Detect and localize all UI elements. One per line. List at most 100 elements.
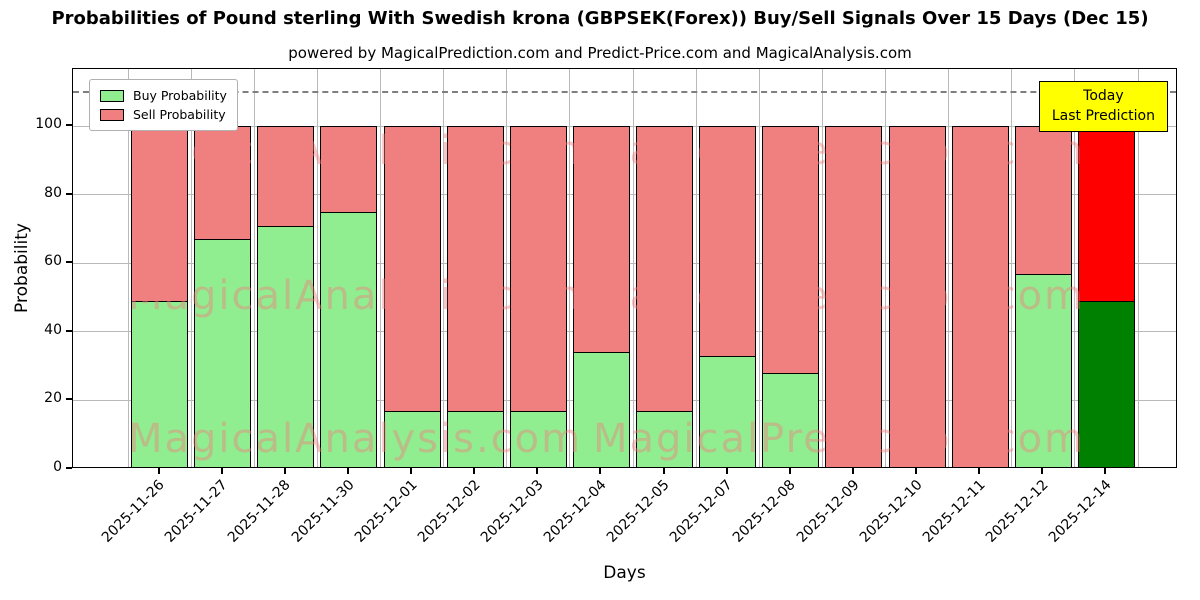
sell-bar-segment bbox=[762, 126, 820, 375]
buy-bar-segment bbox=[1014, 273, 1072, 467]
legend-label-buy: Buy Probability bbox=[133, 88, 227, 103]
v-gridline bbox=[316, 69, 318, 467]
x-tick-mark bbox=[915, 468, 918, 474]
sell-bar-segment bbox=[951, 126, 1009, 467]
x-tick-mark bbox=[599, 468, 602, 474]
buy-bar-segment bbox=[699, 355, 757, 467]
x-tick-label: 2025-12-09 bbox=[793, 477, 863, 546]
legend-swatch-sell-icon bbox=[100, 108, 124, 121]
x-tick-mark bbox=[978, 468, 981, 474]
buy-bar-segment bbox=[572, 352, 630, 467]
x-tick-label: 2025-11-28 bbox=[225, 477, 295, 546]
y-tick-label: 60 bbox=[44, 253, 62, 270]
sell-bar-segment bbox=[509, 126, 567, 412]
sell-bar-segment bbox=[888, 126, 946, 467]
today-annotation: Today Last Prediction bbox=[1038, 81, 1168, 132]
x-tick-label: 2025-12-08 bbox=[730, 477, 800, 546]
buy-bar-segment bbox=[509, 410, 567, 467]
y-tick-label: 40 bbox=[44, 321, 62, 338]
y-tick-mark bbox=[66, 329, 72, 332]
v-gridline bbox=[885, 69, 886, 467]
chart-subtitle: powered by MagicalPrediction.com and Pre… bbox=[288, 44, 912, 62]
sell-bar-segment bbox=[1077, 126, 1135, 303]
x-tick-label: 2025-11-30 bbox=[288, 477, 358, 546]
x-tick-label: 2025-12-01 bbox=[351, 477, 421, 546]
legend-swatch-buy-icon bbox=[100, 89, 124, 102]
x-tick-label: 2025-11-26 bbox=[99, 477, 168, 546]
x-tick-label: 2025-12-10 bbox=[856, 477, 926, 546]
x-tick-label: 2025-12-14 bbox=[1045, 477, 1115, 546]
x-tick-label: 2025-12-12 bbox=[982, 477, 1052, 546]
x-tick-mark bbox=[346, 468, 349, 474]
v-gridline bbox=[1011, 69, 1013, 467]
x-tick-label: 2025-12-02 bbox=[414, 477, 484, 546]
x-tick-label: 2025-12-05 bbox=[604, 477, 673, 546]
annotation-line-1: Today bbox=[1083, 88, 1124, 104]
x-tick-mark bbox=[725, 468, 728, 474]
y-tick-mark bbox=[66, 124, 72, 127]
plot-area: Buy Probability Sell Probability Today L… bbox=[72, 68, 1177, 468]
x-tick-mark bbox=[473, 468, 476, 474]
y-tick-mark bbox=[66, 398, 72, 401]
y-tick-label: 20 bbox=[44, 390, 62, 407]
x-tick-mark bbox=[283, 468, 286, 474]
x-tick-mark bbox=[220, 468, 223, 474]
x-axis-label: Days bbox=[603, 563, 646, 583]
v-gridline bbox=[948, 69, 950, 467]
buy-bar-segment bbox=[636, 410, 694, 467]
x-tick-mark bbox=[788, 468, 791, 474]
x-tick-mark bbox=[662, 468, 665, 474]
v-gridline bbox=[569, 69, 571, 467]
buy-bar-segment bbox=[383, 410, 441, 467]
v-gridline bbox=[506, 69, 508, 467]
chart-title: Probabilities of Pound sterling With Swe… bbox=[51, 8, 1149, 29]
sell-bar-segment bbox=[383, 126, 441, 412]
legend-label-sell: Sell Probability bbox=[133, 107, 226, 122]
v-gridline bbox=[127, 69, 129, 467]
x-tick-mark bbox=[851, 468, 854, 474]
y-tick-label: 0 bbox=[53, 459, 62, 475]
v-gridline bbox=[190, 69, 192, 467]
v-gridline bbox=[758, 69, 760, 467]
sell-bar-segment bbox=[320, 126, 378, 213]
legend-item-sell: Sell Probability bbox=[100, 105, 227, 124]
v-gridline bbox=[821, 69, 823, 467]
buy-bar-segment bbox=[257, 225, 315, 467]
y-tick-label: 100 bbox=[35, 116, 62, 133]
y-tick-mark bbox=[66, 192, 72, 195]
sell-bar-segment bbox=[636, 126, 694, 412]
sell-bar-segment bbox=[1014, 126, 1072, 275]
x-tick-label: 2025-12-04 bbox=[540, 477, 610, 546]
x-tick-mark bbox=[536, 468, 539, 474]
buy-bar-segment bbox=[131, 301, 189, 467]
sell-bar-segment bbox=[572, 126, 630, 354]
sell-bar-segment bbox=[131, 126, 189, 303]
sell-bar-segment bbox=[825, 126, 883, 467]
x-tick-mark bbox=[1104, 468, 1107, 474]
x-tick-label: 2025-12-11 bbox=[919, 477, 989, 546]
legend-item-buy: Buy Probability bbox=[100, 86, 227, 105]
buy-bar-segment bbox=[1077, 301, 1135, 467]
annotation-line-2: Last Prediction bbox=[1051, 108, 1155, 125]
buy-bar-segment bbox=[762, 373, 820, 467]
v-gridline bbox=[632, 69, 634, 467]
x-tick-mark bbox=[157, 468, 160, 474]
x-tick-label: 2025-11-27 bbox=[162, 477, 232, 546]
x-tick-mark bbox=[410, 468, 413, 474]
y-tick-mark bbox=[66, 261, 72, 264]
x-tick-label: 2025-12-03 bbox=[477, 477, 547, 546]
v-gridline bbox=[1074, 69, 1076, 467]
v-gridline bbox=[1137, 69, 1139, 467]
sell-bar-segment bbox=[257, 126, 315, 227]
sell-bar-segment bbox=[446, 126, 504, 412]
legend: Buy Probability Sell Probability bbox=[89, 79, 238, 131]
x-tick-mark bbox=[1041, 468, 1044, 474]
v-gridline bbox=[253, 69, 255, 467]
sell-bar-segment bbox=[194, 126, 252, 241]
buy-bar-segment bbox=[320, 211, 378, 467]
y-tick-mark bbox=[66, 467, 72, 469]
buy-bar-segment bbox=[446, 410, 504, 467]
y-tick-label: 80 bbox=[44, 184, 62, 201]
sell-bar-segment bbox=[699, 126, 757, 357]
